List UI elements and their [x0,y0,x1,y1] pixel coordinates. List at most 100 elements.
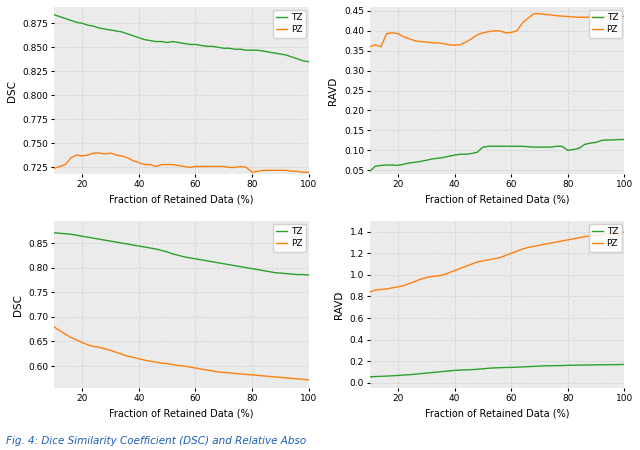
PZ [67,155,75,161]
TZ [147,38,154,43]
TZ [260,49,268,54]
PZ [113,350,120,355]
TZ [587,362,595,368]
TZ [513,144,521,149]
TZ [225,262,233,267]
TZ [78,234,86,239]
PZ [615,230,623,235]
TZ [243,48,250,53]
PZ [163,361,171,366]
TZ [440,369,447,374]
PZ [434,273,442,279]
TZ [434,369,442,375]
TZ [61,16,69,21]
TZ [462,152,470,157]
PZ [383,286,390,292]
Legend: TZ, PZ: TZ, PZ [273,9,306,38]
TZ [440,155,447,160]
PZ [288,169,296,174]
TZ [615,137,623,142]
PZ [214,369,222,375]
TZ [615,362,623,367]
PZ [553,239,561,245]
TZ [468,151,476,156]
TZ [474,367,481,372]
TZ [508,144,515,149]
PZ [191,365,199,371]
PZ [592,233,600,238]
PZ [56,328,63,333]
PZ [225,165,233,170]
PZ [299,377,307,382]
PZ [440,41,447,46]
TZ [518,144,526,149]
PZ [84,342,92,347]
TZ [388,162,396,168]
PZ [604,231,611,237]
PZ [530,243,538,249]
TZ [394,373,402,378]
PZ [225,370,233,376]
TZ [237,264,244,270]
PZ [220,164,228,169]
PZ [152,360,159,365]
PZ [294,376,301,382]
PZ [271,168,278,173]
TZ [56,14,63,19]
TZ [113,239,120,245]
TZ [78,21,86,26]
TZ [518,364,526,369]
TZ [496,365,504,370]
TZ [422,370,430,376]
PZ [175,163,182,168]
PZ [490,28,498,34]
PZ [388,285,396,291]
PZ [265,374,273,379]
PZ [78,340,86,345]
TZ [592,140,600,145]
TZ [90,235,97,241]
TZ [604,137,611,143]
PZ [468,261,476,267]
TZ [592,362,600,368]
PZ [383,31,390,36]
TZ [197,43,205,48]
PZ [598,14,605,20]
TZ [371,163,379,169]
TZ [276,270,284,276]
PZ [152,164,159,169]
TZ [288,54,296,59]
Y-axis label: DSC: DSC [7,80,17,102]
PZ [587,14,595,20]
PZ [157,162,165,167]
TZ [305,272,312,278]
TZ [191,256,199,261]
PZ [129,355,137,360]
TZ [541,144,549,150]
PZ [502,253,509,258]
PZ [558,14,566,19]
PZ [180,164,188,169]
TZ [598,138,605,143]
PZ [604,14,611,19]
PZ [581,234,589,239]
PZ [366,44,374,50]
PZ [197,366,205,372]
TZ [294,272,301,277]
PZ [474,32,481,37]
TZ [243,265,250,270]
PZ [609,14,617,19]
PZ [400,34,408,40]
TZ [67,232,75,237]
PZ [237,371,244,377]
Line: PZ: PZ [370,14,625,47]
TZ [180,41,188,46]
PZ [276,168,284,173]
Legend: TZ, PZ: TZ, PZ [273,224,306,252]
Legend: TZ, PZ: TZ, PZ [589,9,621,38]
TZ [163,40,171,45]
PZ [56,164,63,169]
TZ [214,260,222,265]
PZ [530,11,538,16]
TZ [388,373,396,378]
